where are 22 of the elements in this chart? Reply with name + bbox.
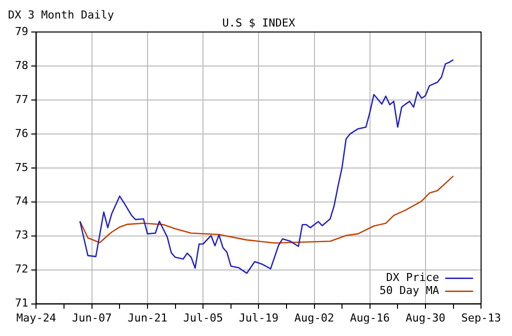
y-tick-label: 78: [14, 58, 28, 72]
x-tick-label: Aug-02: [294, 311, 334, 324]
x-tick-label: May-24: [16, 311, 56, 324]
y-tick-label: 79: [14, 24, 28, 38]
x-tick-label: Jul-19: [238, 311, 279, 324]
x-tick-label: Sep-13: [461, 311, 502, 324]
chart-subtitle: DX 3 Month Daily: [8, 8, 114, 22]
y-tick-label: 72: [14, 262, 28, 276]
legend-label: DX Price: [386, 271, 440, 284]
x-tick-label: Aug-16: [350, 311, 390, 324]
chart-title: U.S $ INDEX: [222, 16, 296, 30]
y-tick-label: 74: [14, 194, 29, 208]
x-tick-label: Jun-21: [128, 311, 168, 324]
y-tick-label: 77: [14, 92, 28, 106]
x-tick-label: Jun-07: [72, 311, 112, 324]
y-tick-label: 76: [14, 126, 28, 140]
y-tick-label: 73: [14, 228, 28, 242]
x-tick-label: Jul-05: [183, 311, 223, 324]
x-tick-label: Aug-30: [406, 311, 446, 324]
y-tick-label: 75: [14, 160, 28, 174]
legend-label: 50 Day MA: [380, 284, 440, 298]
y-tick-label: 71: [14, 296, 28, 310]
